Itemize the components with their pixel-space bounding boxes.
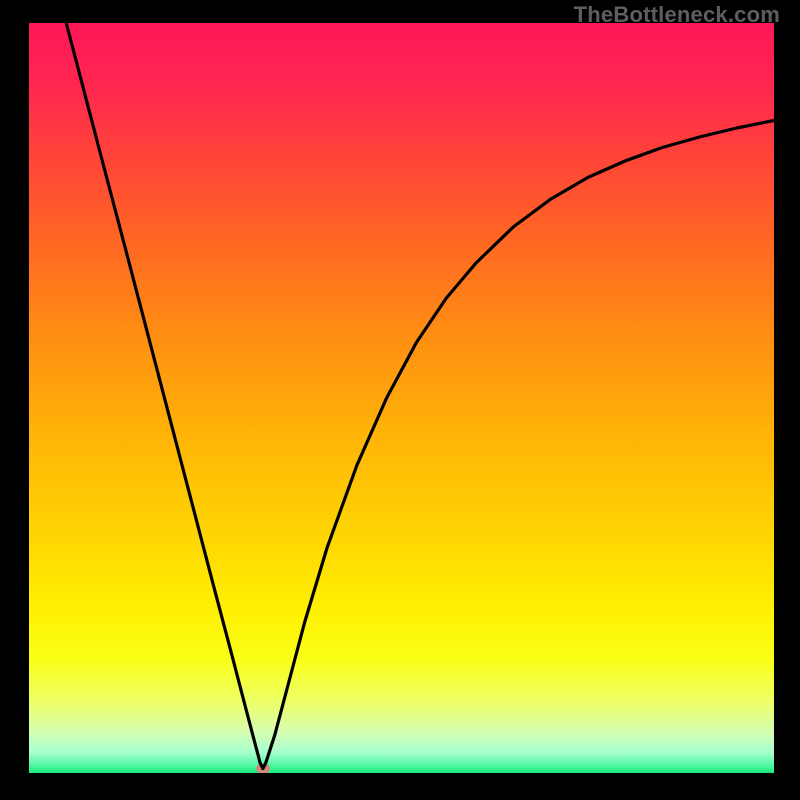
plot-background (29, 23, 774, 773)
chart-svg (0, 0, 800, 800)
watermark-text: TheBottleneck.com (574, 2, 780, 28)
chart-stage: TheBottleneck.com (0, 0, 800, 800)
